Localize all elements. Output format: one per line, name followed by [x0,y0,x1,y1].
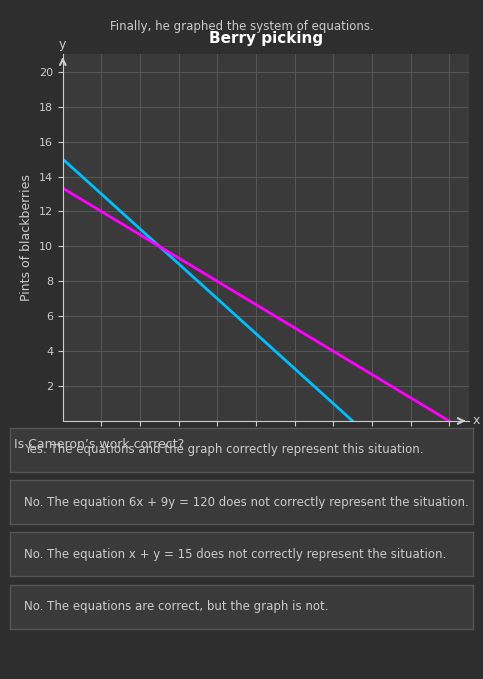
Text: No. The equation 6x + 9y = 120 does not correctly represent the situation.: No. The equation 6x + 9y = 120 does not … [24,496,469,509]
Text: No. The equations are correct, but the graph is not.: No. The equations are correct, but the g… [24,600,328,613]
Text: x: x [472,414,480,428]
Text: Is Cameron’s work correct?: Is Cameron’s work correct? [14,438,185,451]
X-axis label: Pints of raspberries: Pints of raspberries [205,446,326,459]
Text: Yes. The equations and the graph correctly represent this situation.: Yes. The equations and the graph correct… [24,443,423,456]
Y-axis label: Pints of blackberries: Pints of blackberries [20,175,33,301]
Text: Finally, he graphed the system of equations.: Finally, he graphed the system of equati… [110,20,373,33]
Title: Berry picking: Berry picking [209,31,323,46]
Text: y: y [59,38,67,51]
Text: No. The equation x + y = 15 does not correctly represent the situation.: No. The equation x + y = 15 does not cor… [24,548,446,561]
